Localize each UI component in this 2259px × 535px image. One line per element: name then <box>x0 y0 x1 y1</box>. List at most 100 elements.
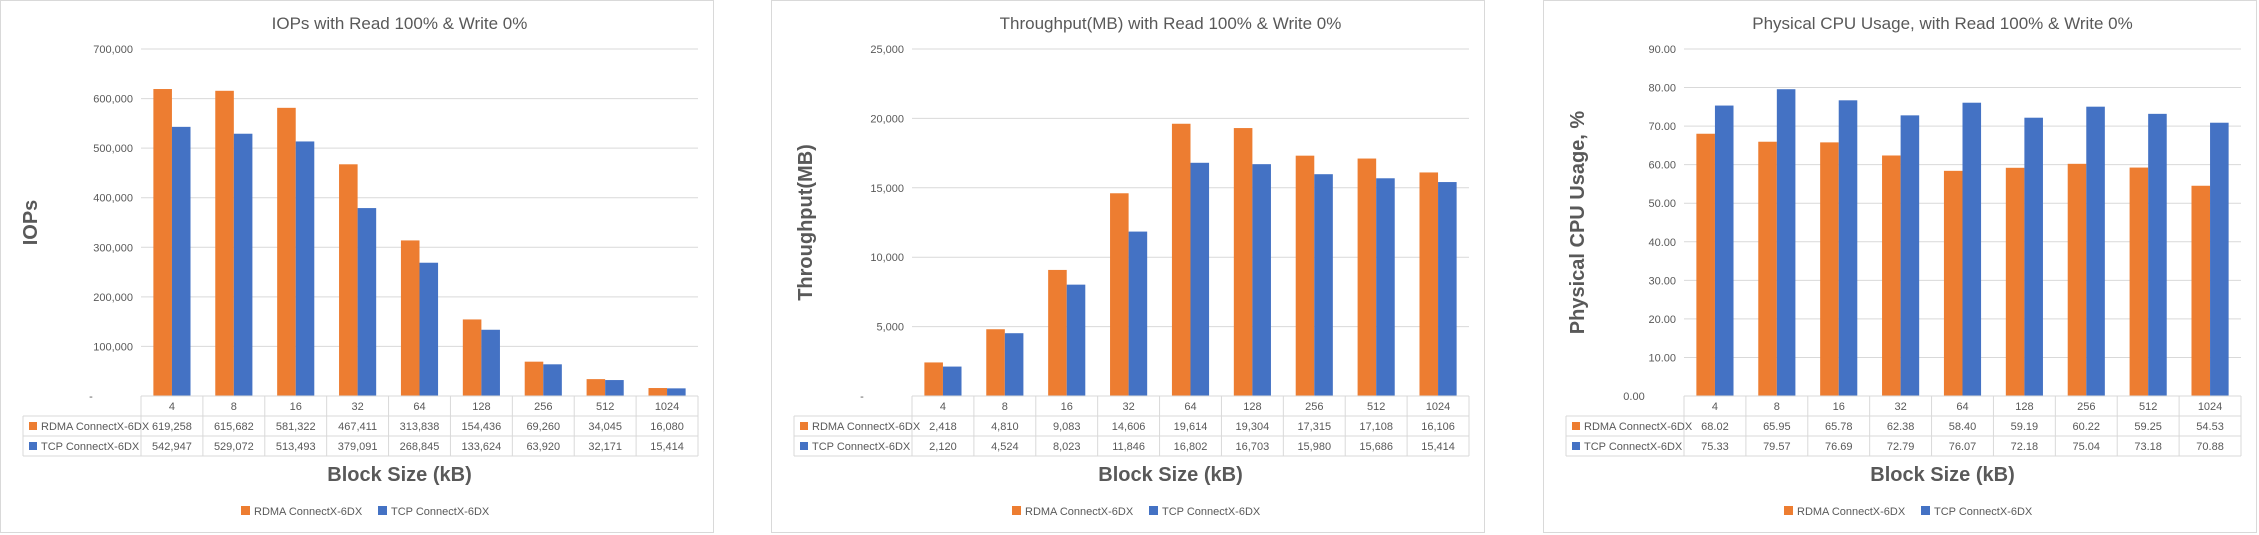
bar-tcp-64 <box>1962 102 1982 396</box>
bar-tcp-4 <box>942 366 962 396</box>
x-tick-label: 256 <box>2077 401 2095 413</box>
bar-tcp-32 <box>1128 231 1148 396</box>
data-label: 154,436 <box>462 421 502 433</box>
x-tick-label: 1024 <box>1426 401 1450 413</box>
y-axis-label: Throughput(MB) <box>795 144 817 301</box>
legend-label: TCP ConnectX-6DX <box>1162 506 1261 518</box>
legend-label: TCP ConnectX-6DX <box>391 506 490 518</box>
bar-rdma-1024 <box>648 388 668 396</box>
data-label: 76.07 <box>1949 441 1977 453</box>
y-tick-label: 60.00 <box>1648 160 1676 172</box>
x-tick-label: 8 <box>1002 401 1008 413</box>
y-tick-label: 30.00 <box>1648 275 1676 287</box>
data-label: 15,414 <box>650 441 684 453</box>
legend-swatch-rdma <box>1012 506 1021 515</box>
x-tick-label: 4 <box>1712 401 1718 413</box>
data-label: 16,080 <box>650 421 684 433</box>
y-tick-label: - <box>89 391 93 403</box>
data-label: 72.18 <box>2011 441 2039 453</box>
chart-panel-cpu: Physical CPU Usage, with Read 100% & Wri… <box>1543 0 2257 533</box>
table-series-name: TCP ConnectX-6DX <box>41 441 140 453</box>
bar-tcp-512 <box>605 380 624 396</box>
data-label: 619,258 <box>152 421 192 433</box>
bar-rdma-128 <box>2005 167 2025 396</box>
y-tick-label: 70.00 <box>1648 121 1676 133</box>
bar-rdma-64 <box>1171 123 1191 396</box>
y-tick-label: 20.00 <box>1648 314 1676 326</box>
legend-swatch-rdma <box>241 506 250 515</box>
bar-rdma-64 <box>1943 170 1963 396</box>
y-axis-label: Physical CPU Usage, % <box>1567 111 1589 335</box>
table-series-name: TCP ConnectX-6DX <box>1584 441 1683 453</box>
table-series-name: RDMA ConnectX-6DX <box>812 421 921 433</box>
x-tick-label: 8 <box>1774 401 1780 413</box>
data-label: 15,980 <box>1297 441 1331 453</box>
legend-swatch-tcp <box>378 506 387 515</box>
y-tick-label: 40.00 <box>1648 237 1676 249</box>
y-tick-label: 700,000 <box>93 44 133 56</box>
x-tick-label: 64 <box>1184 401 1196 413</box>
bar-rdma-16 <box>1820 142 1839 396</box>
legend-label: RDMA ConnectX-6DX <box>1797 506 1906 518</box>
x-tick-label: 512 <box>2139 401 2157 413</box>
bar-rdma-16 <box>277 107 296 396</box>
data-label: 62.38 <box>1887 421 1915 433</box>
legend-swatch-tcp <box>1149 506 1158 515</box>
data-label: 9,083 <box>1053 421 1081 433</box>
bar-tcp-4 <box>171 126 191 396</box>
bar-rdma-4 <box>1696 133 1715 396</box>
y-tick-label: 10,000 <box>870 252 904 264</box>
bar-tcp-128 <box>1252 164 1271 396</box>
data-label: 73.18 <box>2134 441 2162 453</box>
data-label: 59.25 <box>2134 421 2162 433</box>
x-tick-label: 64 <box>1956 401 1968 413</box>
data-label: 17,108 <box>1359 421 1393 433</box>
bar-rdma-128 <box>462 319 482 396</box>
data-label: 11,846 <box>1112 441 1145 453</box>
x-axis-label: Block Size (kB) <box>1870 464 2014 486</box>
x-tick-label: 256 <box>534 401 552 413</box>
data-label: 529,072 <box>214 441 254 453</box>
bar-rdma-256 <box>524 361 544 396</box>
legend-key-tcp <box>1572 442 1580 450</box>
x-tick-label: 16 <box>290 401 302 413</box>
x-tick-label: 32 <box>1894 401 1906 413</box>
data-label: 68.02 <box>1701 421 1729 433</box>
bar-tcp-8 <box>1004 333 1024 396</box>
legend-key-rdma <box>29 422 37 430</box>
y-tick-label: 15,000 <box>870 183 904 195</box>
data-label: 58.40 <box>1949 421 1977 433</box>
bar-tcp-1024 <box>1438 182 1457 396</box>
legend-swatch-tcp <box>1921 506 1930 515</box>
x-tick-label: 8 <box>231 401 237 413</box>
data-label: 19,614 <box>1174 421 1208 433</box>
x-tick-label: 128 <box>1243 401 1261 413</box>
data-label: 63,920 <box>526 441 560 453</box>
y-tick-label: 500,000 <box>93 143 133 155</box>
bar-rdma-512 <box>2129 167 2149 396</box>
bar-rdma-4 <box>153 89 172 396</box>
bar-rdma-32 <box>1882 155 1901 396</box>
y-tick-label: 100,000 <box>93 341 133 353</box>
x-tick-label: 1024 <box>2198 401 2222 413</box>
data-label: 16,703 <box>1236 441 1270 453</box>
x-tick-label: 512 <box>596 401 614 413</box>
bar-rdma-1024 <box>2191 185 2211 396</box>
data-label: 133,624 <box>462 441 502 453</box>
data-label: 4,810 <box>991 421 1019 433</box>
y-tick-label: 300,000 <box>93 242 133 254</box>
data-label: 75.33 <box>1701 441 1729 453</box>
x-tick-label: 64 <box>413 401 425 413</box>
y-axis-label: IOPs <box>20 200 42 246</box>
y-tick-label: 400,000 <box>93 193 133 205</box>
y-tick-label: - <box>860 391 864 403</box>
data-label: 59.19 <box>2011 421 2039 433</box>
bar-rdma-64 <box>400 240 420 396</box>
data-label: 8,023 <box>1053 441 1081 453</box>
legend-key-tcp <box>800 442 808 450</box>
chart-panel-iops: IOPs with Read 100% & Write 0% - 100,000 20… <box>0 0 714 533</box>
bar-tcp-8 <box>233 133 253 396</box>
bar-tcp-256 <box>1314 174 1333 396</box>
bar-tcp-32 <box>1900 115 1920 396</box>
data-label: 2,418 <box>929 421 957 433</box>
